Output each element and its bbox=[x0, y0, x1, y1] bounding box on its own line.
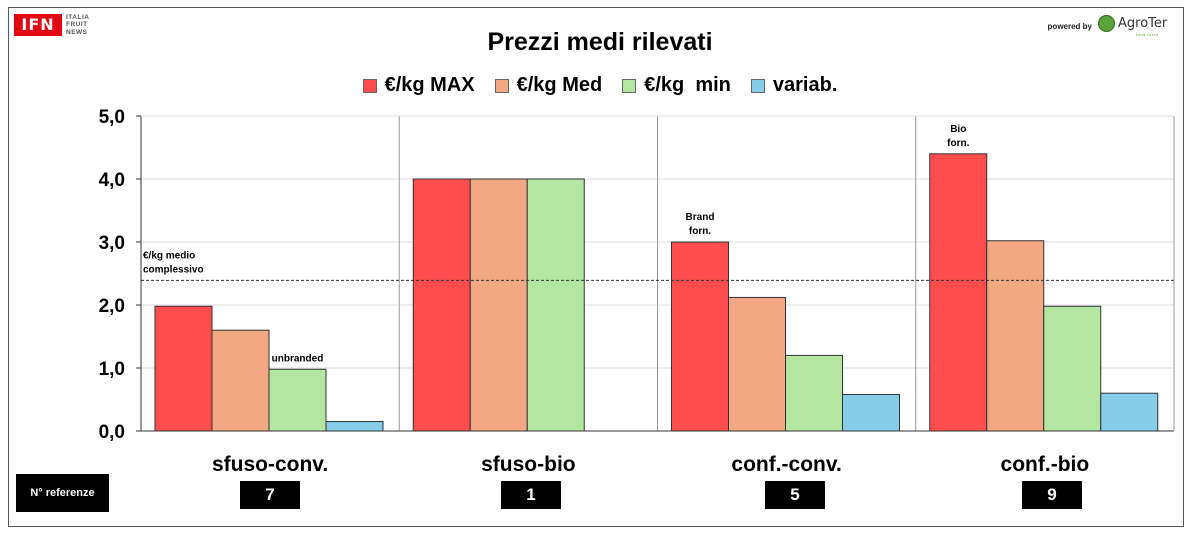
bar bbox=[526, 178, 585, 432]
bar bbox=[211, 329, 270, 432]
bar bbox=[469, 178, 528, 432]
y-tick-label: 0,0 bbox=[99, 422, 125, 443]
y-tick-label: 1,0 bbox=[99, 359, 125, 380]
reference-count-badge: 1 bbox=[501, 481, 561, 509]
legend-item-med: €/kg Med bbox=[494, 74, 603, 97]
category-label: sfuso-conv. bbox=[212, 453, 328, 476]
legend-swatch bbox=[622, 78, 637, 93]
bar bbox=[325, 421, 384, 432]
bar-annotation: unbranded bbox=[272, 353, 324, 364]
reference-line-label: complessivo bbox=[143, 264, 204, 275]
y-tick-label: 5,0 bbox=[99, 107, 125, 128]
ifn-logo-mark: IFN bbox=[14, 14, 62, 36]
bar bbox=[1043, 305, 1102, 432]
bar bbox=[154, 305, 213, 432]
ifn-logo: IFN ITALIA FRUIT NEWS bbox=[14, 14, 134, 40]
bar-annotation: Brand bbox=[686, 212, 715, 223]
bar bbox=[671, 241, 729, 432]
reference-count-badge: 7 bbox=[240, 481, 300, 509]
category-label: conf.-bio bbox=[1001, 453, 1090, 476]
ifn-logo-tagline: ITALIA FRUIT NEWS bbox=[66, 14, 89, 36]
legend-swatch bbox=[750, 78, 765, 93]
powered-by-text: powered by bbox=[1047, 22, 1092, 31]
references-label: N° referenze bbox=[16, 474, 109, 512]
legend-item-min: €/kg min bbox=[622, 74, 731, 97]
bar-annotation: forn. bbox=[689, 226, 711, 237]
agroter-logo-sub: food force bbox=[1136, 32, 1159, 37]
ifn-tagline-line: NEWS bbox=[66, 28, 88, 36]
chart-title: Prezzi medi rilevati bbox=[487, 28, 713, 56]
category-label: sfuso-bio bbox=[481, 453, 576, 476]
ifn-tagline-line: FRUIT bbox=[66, 21, 88, 29]
legend-item-max: €/kg MAX bbox=[362, 74, 475, 97]
legend-label: €/kg min bbox=[644, 74, 731, 96]
legend-label: €/kg Med bbox=[516, 74, 603, 96]
bar bbox=[1100, 392, 1159, 432]
legend-label: €/kg MAX bbox=[384, 74, 475, 96]
legend-label: variab. bbox=[772, 74, 838, 96]
chart-legend: €/kg MAX €/kg Med €/kg min variab. bbox=[0, 74, 1200, 97]
agroter-logo: AgroTer food force bbox=[1098, 13, 1167, 39]
y-tick-label: 4,0 bbox=[99, 170, 125, 191]
y-tick-label: 2,0 bbox=[99, 296, 125, 317]
ifn-tagline-line: ITALIA bbox=[66, 14, 90, 21]
bar bbox=[929, 153, 988, 432]
reference-line-label: €/kg medio bbox=[143, 250, 195, 261]
bar bbox=[785, 354, 843, 432]
legend-swatch bbox=[494, 78, 509, 93]
bar bbox=[842, 393, 900, 432]
reference-count-badge: 9 bbox=[1022, 481, 1082, 509]
bar-annotation: Bio bbox=[950, 124, 966, 135]
agroter-logo-name: AgroTer bbox=[1118, 16, 1168, 31]
agroter-leaf-icon bbox=[1098, 15, 1115, 32]
category-label: conf.-conv. bbox=[731, 453, 841, 476]
y-tick-label: 3,0 bbox=[99, 233, 125, 254]
bar-annotation: forn. bbox=[947, 138, 969, 149]
bar bbox=[728, 296, 786, 432]
legend-swatch bbox=[362, 78, 377, 93]
reference-count-badge: 5 bbox=[765, 481, 825, 509]
bar bbox=[986, 240, 1045, 432]
legend-item-variab: variab. bbox=[750, 74, 838, 97]
bar bbox=[268, 368, 327, 432]
bar bbox=[412, 178, 471, 432]
